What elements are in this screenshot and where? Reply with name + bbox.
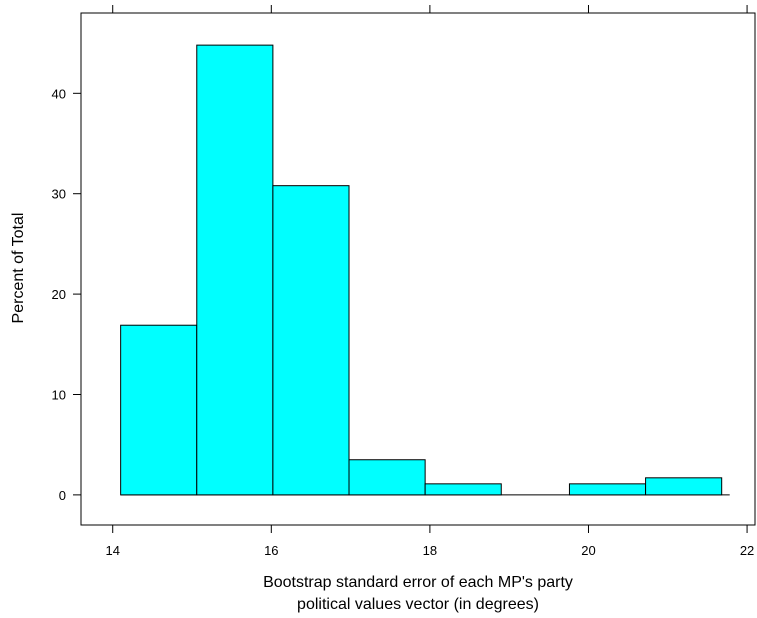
- x-tick-label: 14: [105, 543, 119, 558]
- y-tick-label: 10: [52, 387, 66, 402]
- bars-group: [120, 44, 730, 496]
- y-tick-label: 20: [52, 287, 66, 302]
- histogram-bar: [272, 185, 350, 496]
- histogram-bar: [424, 483, 502, 496]
- histogram-bar: [196, 44, 274, 496]
- x-tick-label: 20: [581, 543, 595, 558]
- histogram-bar: [348, 459, 426, 496]
- x-axis-title-line1: Bootstrap standard error of each MP's pa…: [263, 574, 573, 591]
- x-axis-title-line2: political values vector (in degrees): [297, 596, 539, 613]
- y-tick-label: 0: [59, 488, 66, 503]
- ticks-group: 14 16 18 20 22 0 10 20 30 40: [52, 5, 754, 558]
- x-tick-label: 22: [740, 543, 754, 558]
- x-tick-label: 18: [423, 543, 437, 558]
- y-tick-label: 40: [52, 86, 66, 101]
- histogram-bar: [568, 483, 647, 496]
- y-axis-title: Percent of Total: [10, 213, 27, 324]
- histogram-bar: [120, 324, 198, 496]
- histogram-bar: [645, 477, 723, 496]
- plot-frame: [80, 12, 756, 526]
- x-tick-label: 16: [264, 543, 278, 558]
- y-tick-label: 30: [52, 187, 66, 202]
